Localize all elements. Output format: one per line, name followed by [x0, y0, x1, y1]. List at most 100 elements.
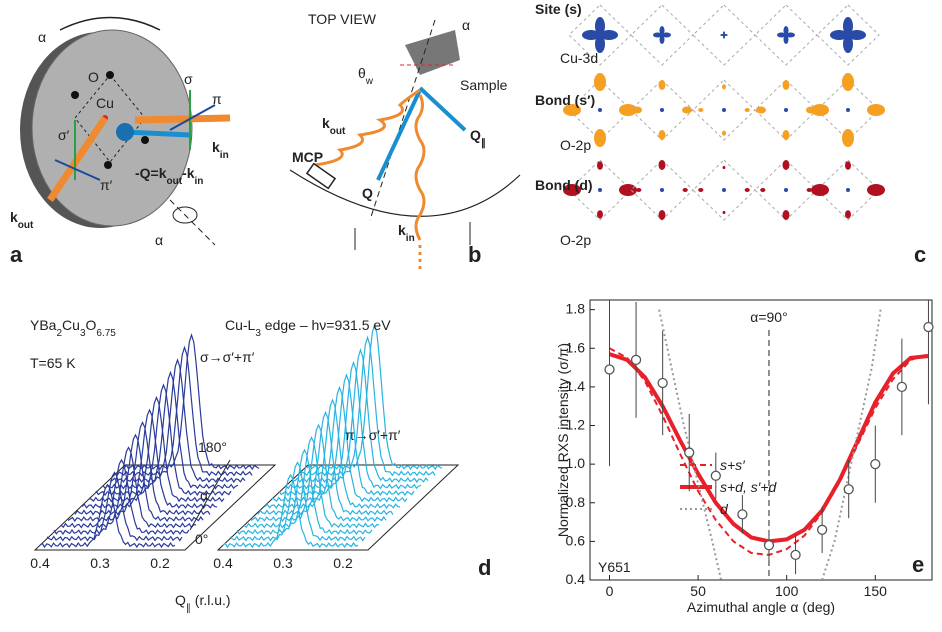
label: c: [914, 242, 926, 267]
spectrum: [292, 348, 429, 484]
spectrum: [53, 458, 190, 536]
label: MCP: [292, 149, 323, 165]
spectrum: [271, 385, 408, 503]
x-tick-label: 50: [690, 583, 706, 599]
site: [784, 188, 788, 192]
lattice-cell: [816, 159, 880, 221]
spectrum: [81, 408, 218, 510]
orbital: [662, 32, 671, 38]
site: [846, 108, 850, 112]
tick-label: 0.3: [90, 555, 110, 571]
label: d: [478, 555, 491, 580]
spectrum: [243, 436, 380, 529]
plot-frame: [589, 299, 933, 581]
orbital: [597, 210, 603, 219]
text-part: 3: [255, 328, 261, 339]
orbital: [594, 73, 606, 91]
orbital: [595, 35, 605, 53]
label: kin: [212, 139, 229, 161]
panel-a-art: [20, 16, 231, 246]
text-part: in: [406, 233, 415, 244]
label: TOP VIEW: [308, 11, 377, 27]
label: e: [912, 552, 924, 577]
label: a: [10, 242, 23, 267]
orbital: [658, 80, 666, 90]
alpha-arrow: [189, 459, 231, 531]
tick-label: 0.4: [213, 555, 233, 571]
orbital: [744, 108, 750, 112]
orbital: [698, 188, 704, 192]
label: Sample: [460, 77, 508, 93]
label: Bond (s′): [535, 92, 595, 108]
spectrum: [278, 373, 415, 497]
y-tick-label: 0.8: [566, 494, 586, 510]
waterfall-frame: [33, 464, 277, 551]
spectrum: [88, 395, 225, 503]
text-part: k: [212, 139, 220, 155]
text-part: (r.l.u.): [191, 592, 231, 608]
orbital: [619, 104, 637, 116]
label: kin: [398, 222, 415, 244]
panel-e: [589, 299, 934, 581]
orbital: [723, 31, 725, 35]
text-part: k: [322, 115, 330, 131]
orbital: [595, 17, 605, 35]
text-part: ∥: [481, 138, 486, 149]
text-part: k: [398, 222, 406, 238]
orbital: [842, 73, 854, 91]
orbital: [811, 104, 829, 116]
orbital: [597, 161, 603, 170]
label: π→σ′+π′: [345, 427, 401, 443]
label: Q∥ (r.l.u.): [175, 592, 231, 614]
data-point: [923, 321, 934, 333]
lattice-cell: [692, 159, 756, 221]
data-point: [737, 509, 748, 520]
tick-label: 0.2: [150, 555, 170, 571]
orbital: [783, 26, 789, 35]
site: [784, 108, 788, 112]
site: [660, 188, 664, 192]
orbital: [845, 210, 851, 219]
text-part: -Q=k: [135, 165, 167, 181]
label: α: [462, 17, 470, 33]
text-part: in: [195, 176, 204, 187]
orbital: [782, 130, 790, 140]
label: kout: [10, 209, 34, 231]
waterfall-frame: [216, 464, 460, 551]
site: [598, 188, 602, 192]
spectrum: [46, 471, 183, 542]
orbital: [582, 30, 600, 40]
orbital: [867, 184, 885, 196]
y-axis-label: Normalized RXS intensity (σ/π): [555, 343, 571, 537]
orbital: [782, 80, 790, 90]
site: [722, 108, 726, 112]
orbital: [867, 104, 885, 116]
text-part: -k: [182, 165, 195, 181]
text-part: out: [167, 176, 183, 187]
orbital: [760, 188, 766, 192]
orbital: [845, 161, 851, 170]
text-part: Q: [470, 127, 481, 143]
lattice-cell: [692, 4, 756, 66]
y-tick-label: 1.0: [566, 455, 586, 471]
lattice-cell: [630, 4, 694, 66]
label: σ′: [58, 127, 70, 143]
orbital: [722, 165, 726, 170]
orbital: [632, 106, 642, 114]
label: α: [155, 232, 163, 248]
spectrum: [264, 398, 401, 510]
spectrum: [306, 322, 443, 471]
spectrum: [109, 358, 246, 484]
orbital: [720, 34, 724, 36]
text-part: Cu: [62, 317, 80, 333]
site: [598, 108, 602, 112]
lattice-cell: [568, 159, 632, 221]
orbital: [782, 210, 790, 220]
label: 180°: [198, 439, 227, 455]
orbital: [636, 188, 642, 192]
orbital: [786, 32, 795, 38]
orbital: [842, 129, 854, 147]
data-point: [870, 458, 881, 470]
orbital: [843, 35, 853, 53]
